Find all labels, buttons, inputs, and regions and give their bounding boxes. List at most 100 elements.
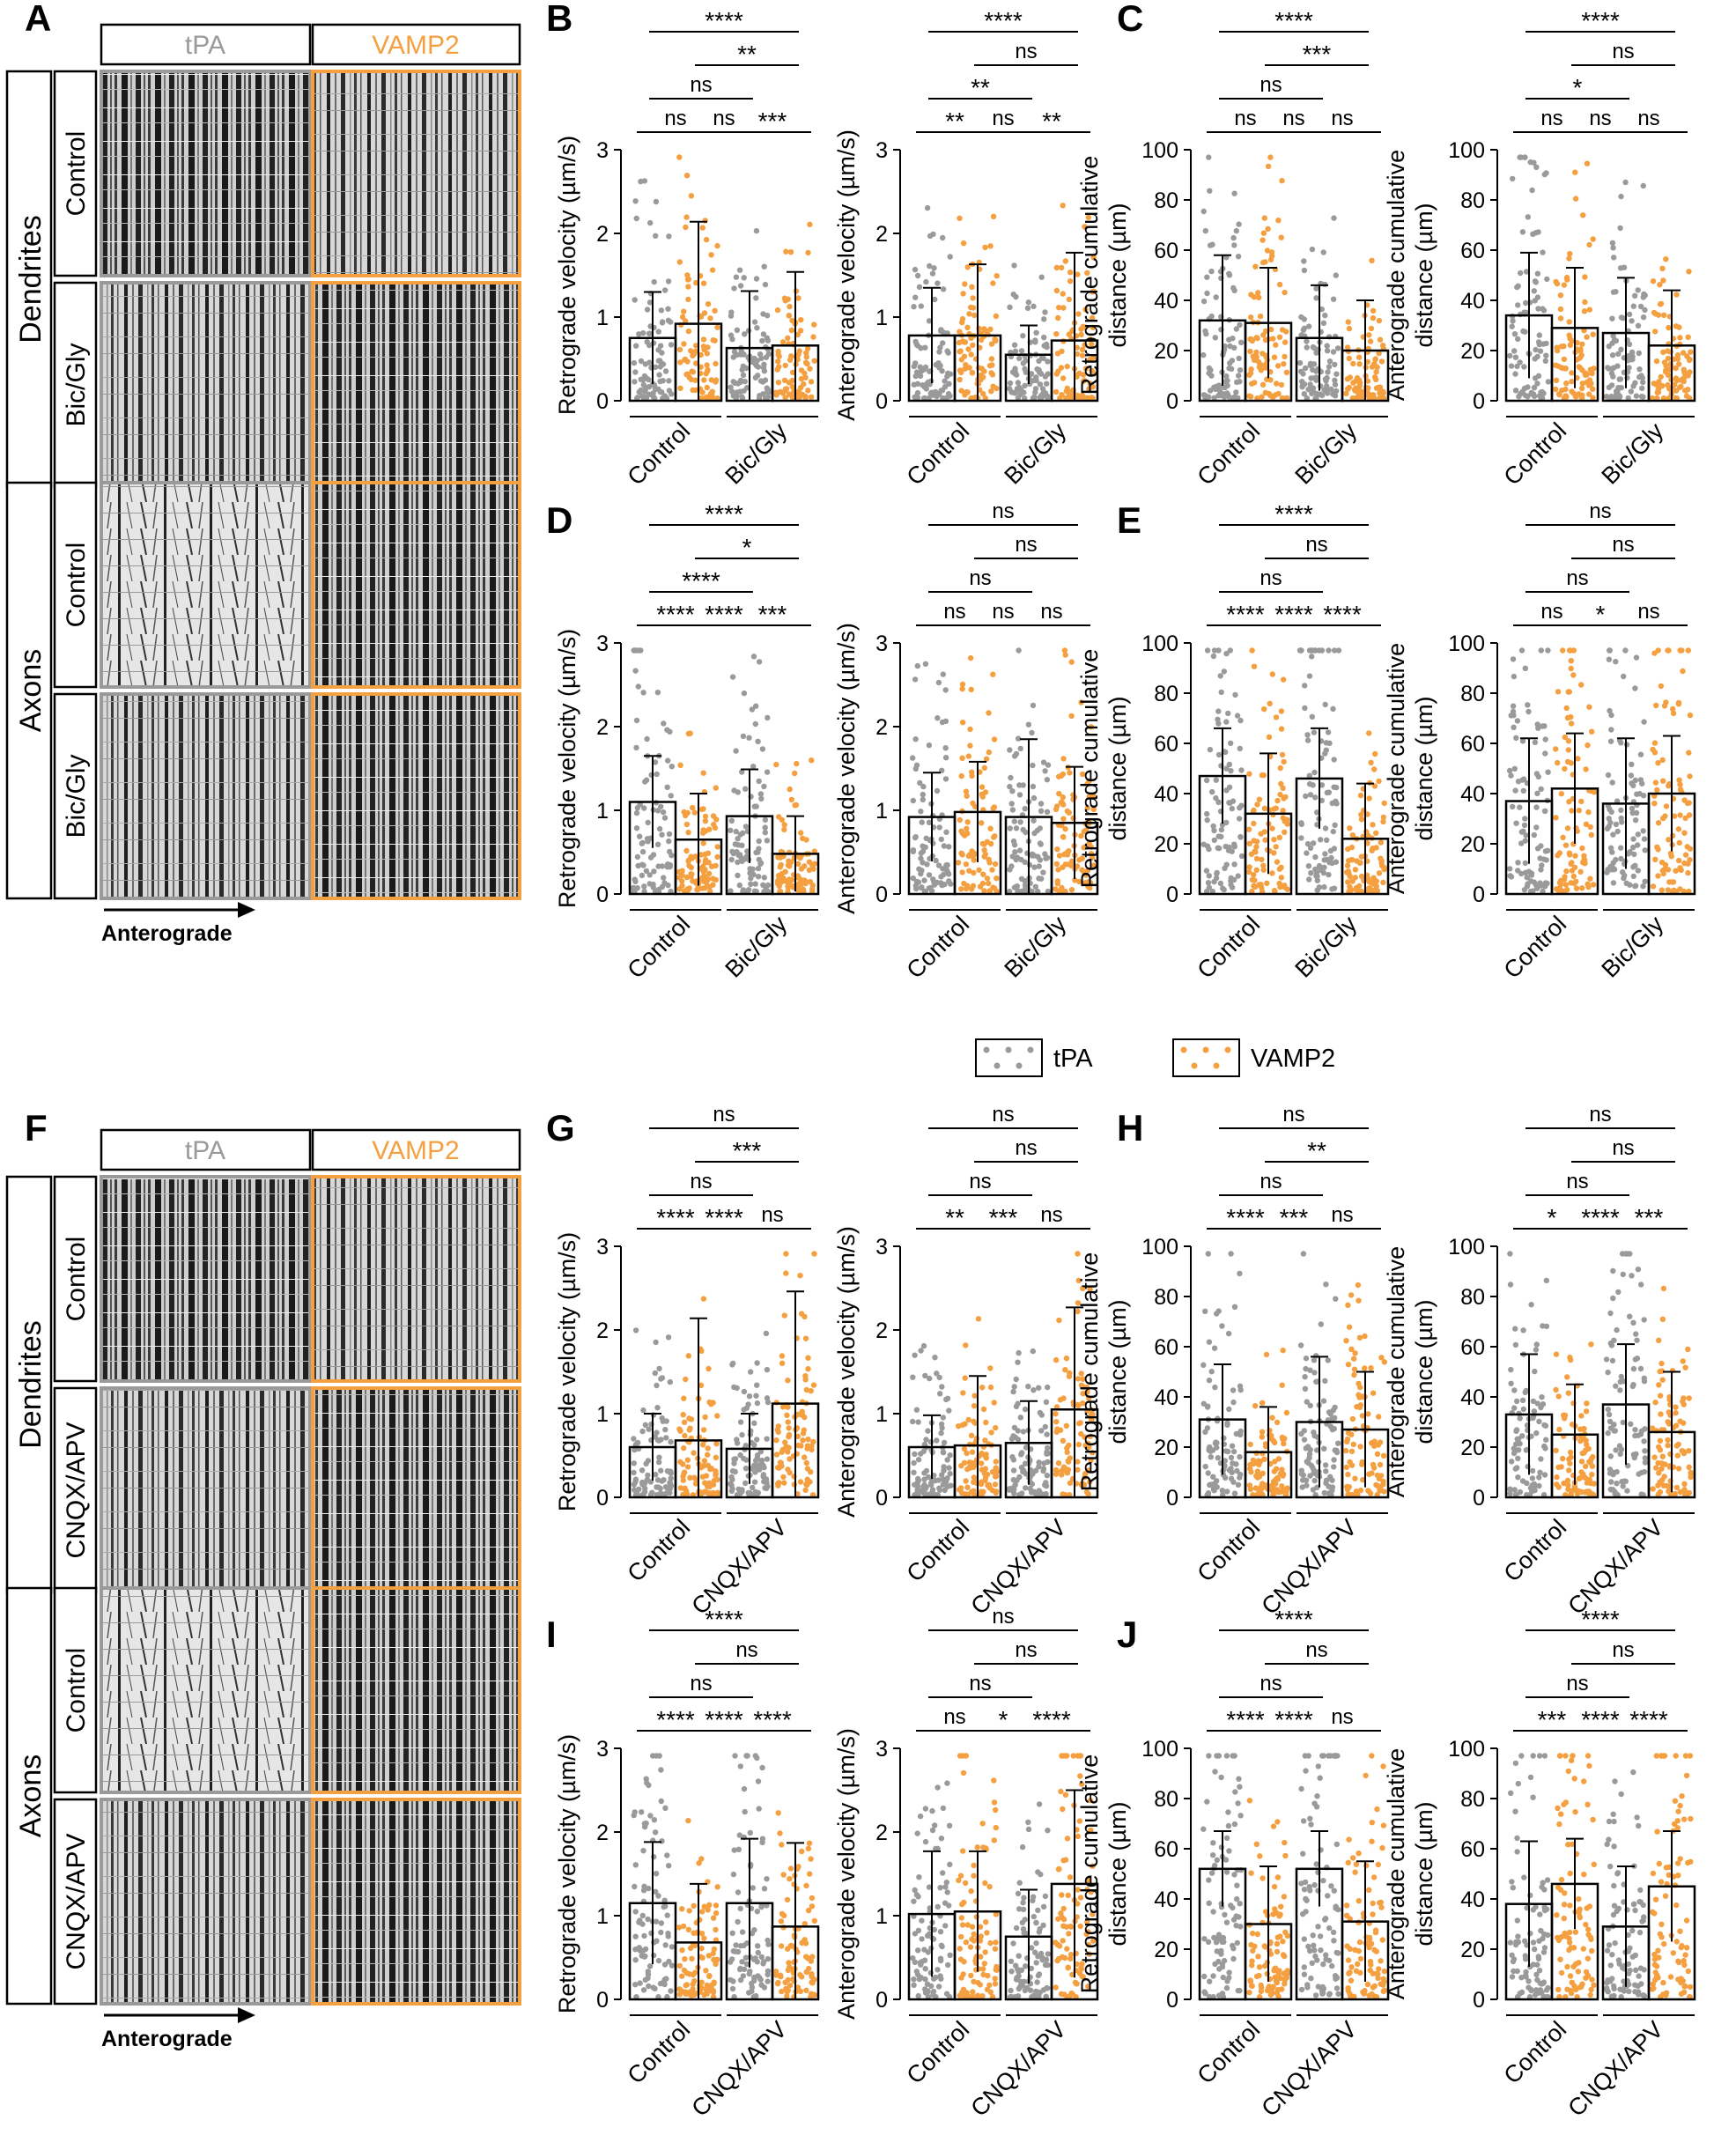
data-point <box>1610 865 1616 871</box>
data-point <box>1614 1481 1620 1487</box>
data-point <box>1511 1487 1518 1493</box>
data-point <box>1205 1489 1212 1496</box>
group-label: Bic/Gly <box>720 417 793 490</box>
data-point <box>1688 1469 1694 1476</box>
data-point <box>1032 386 1039 392</box>
data-point <box>1568 713 1574 720</box>
data-point <box>1681 350 1687 356</box>
data-point <box>635 683 641 690</box>
data-point <box>1263 365 1269 371</box>
data-point <box>1658 1411 1664 1417</box>
data-point <box>1355 1282 1362 1289</box>
data-point <box>913 341 920 347</box>
data-point <box>1589 1471 1595 1478</box>
data-point <box>1555 759 1561 766</box>
data-point <box>785 1419 791 1425</box>
data-point <box>1045 358 1051 365</box>
data-point <box>1045 762 1052 768</box>
data-point <box>1650 883 1657 890</box>
data-point <box>1308 387 1315 393</box>
data-point <box>1260 230 1267 236</box>
data-point <box>666 233 672 240</box>
data-point <box>1625 395 1631 402</box>
data-point <box>1565 689 1571 695</box>
data-point <box>1218 689 1224 696</box>
data-point <box>692 360 699 366</box>
data-point <box>777 864 783 870</box>
data-point <box>631 1469 637 1476</box>
data-point <box>1675 1466 1682 1472</box>
region-box-dendrites <box>5 1175 53 1594</box>
data-point <box>1609 240 1616 246</box>
data-point <box>1534 380 1540 387</box>
data-point <box>1677 812 1683 818</box>
data-point <box>1208 388 1214 394</box>
data-point <box>1207 1444 1213 1451</box>
data-point <box>686 374 692 380</box>
data-point <box>1579 366 1585 373</box>
data-point <box>1512 354 1519 360</box>
data-point <box>652 759 659 765</box>
data-point <box>1511 331 1518 337</box>
data-point <box>740 733 747 740</box>
data-point <box>1618 845 1624 851</box>
data-point <box>1249 876 1256 883</box>
data-point <box>1313 395 1319 402</box>
data-point <box>1323 1468 1329 1474</box>
data-point <box>728 1482 735 1489</box>
data-point <box>668 888 674 895</box>
data-point <box>1258 1490 1265 1496</box>
data-point <box>1063 1422 1070 1429</box>
data-point <box>1578 682 1585 688</box>
data-point <box>1553 386 1559 393</box>
data-point <box>666 1958 672 1965</box>
data-point <box>977 883 984 890</box>
data-point <box>957 215 963 221</box>
data-point <box>654 1382 660 1389</box>
data-point <box>644 339 650 345</box>
data-point <box>1269 1488 1275 1494</box>
data-point <box>1378 391 1385 398</box>
data-point <box>1237 745 1244 752</box>
data-point <box>1566 850 1573 856</box>
significance-label: **** <box>705 1204 743 1231</box>
data-point <box>965 346 971 352</box>
data-point <box>1344 1438 1350 1445</box>
data-point <box>927 1375 933 1382</box>
significance-label: ** <box>1042 107 1061 135</box>
data-point <box>911 304 917 310</box>
data-point <box>1223 819 1230 826</box>
data-point <box>1056 305 1062 311</box>
data-point <box>1630 864 1636 870</box>
data-point <box>1084 805 1090 811</box>
data-point <box>641 805 647 811</box>
data-point <box>1303 1445 1310 1452</box>
data-point <box>1577 1426 1584 1432</box>
data-point <box>798 830 804 836</box>
data-point <box>764 335 770 341</box>
data-point <box>690 804 696 811</box>
data-point <box>981 765 988 771</box>
data-point <box>962 1375 968 1381</box>
data-point <box>1615 1289 1621 1296</box>
data-point <box>1680 1358 1687 1364</box>
data-point <box>1247 348 1253 355</box>
data-point <box>986 888 993 894</box>
data-point <box>1036 875 1042 882</box>
data-point <box>636 1486 642 1493</box>
data-point <box>927 390 934 396</box>
data-point <box>940 286 947 292</box>
data-point <box>1053 388 1060 395</box>
data-point <box>1533 346 1539 353</box>
data-point <box>1202 1308 1208 1315</box>
significance-label: ns <box>1612 533 1634 557</box>
data-point <box>1025 721 1032 728</box>
data-point <box>914 272 921 279</box>
data-point <box>705 368 711 374</box>
y-tick-label: 0 <box>1166 1486 1178 1511</box>
data-point <box>782 395 788 401</box>
data-point <box>799 888 805 895</box>
data-point <box>986 710 992 716</box>
data-point <box>1274 859 1281 865</box>
